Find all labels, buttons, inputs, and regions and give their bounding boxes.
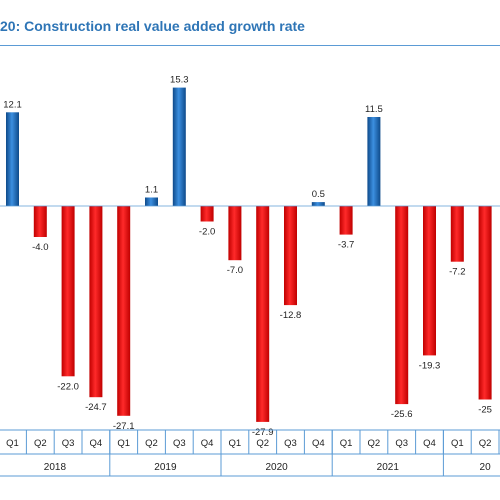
bar-0 [6,112,19,206]
bar-16 [450,206,464,262]
quarter-label-9: Q2 [256,438,269,449]
quarter-label-8: Q1 [229,438,242,449]
bar-17 [478,206,492,400]
bar-4 [117,206,131,416]
value-label-2: -22.0 [57,381,79,392]
quarter-label-0: Q1 [6,438,19,449]
value-label-13: 11.5 [365,104,383,115]
quarter-label-10: Q3 [284,438,297,449]
value-label-7: -2.0 [199,227,215,238]
value-label-5: 1.1 [145,185,158,196]
bar-2 [61,206,75,377]
bar-12 [339,206,353,235]
value-label-15: -19.3 [419,360,441,371]
quarter-label-5: Q2 [145,438,158,449]
value-label-0: 12.1 [3,99,22,110]
value-label-14: -25.6 [391,409,413,420]
value-label-17: -25 [478,405,492,416]
bar-7 [200,206,214,222]
quarter-label-11: Q4 [312,438,325,449]
bars-layer [6,87,492,422]
category-axis: Q1Q2Q3Q4Q1Q2Q3Q4Q1Q2Q3Q4Q1Q2Q3Q4Q1Q2Q320… [0,205,500,477]
value-label-11: 0.5 [312,189,325,200]
bar-6 [172,87,186,206]
quarter-label-15: Q4 [423,438,436,449]
bar-10 [284,206,297,306]
quarter-label-14: Q3 [395,438,408,449]
value-label-8: -7.0 [227,265,243,276]
value-label-12: -3.7 [338,240,354,251]
quarter-label-4: Q1 [117,438,130,449]
chart-title: 20: Construction real value added growth… [0,18,305,34]
quarter-label-7: Q4 [201,438,214,449]
quarter-label-1: Q2 [34,438,47,449]
quarter-label-2: Q3 [62,438,75,449]
bar-9 [256,206,270,422]
quarter-label-12: Q1 [340,438,353,449]
value-label-3: -24.7 [85,402,107,413]
value-label-6: 15.3 [170,75,189,86]
bar-14 [395,206,409,405]
year-label-2018: 2018 [44,462,67,473]
bar-1 [33,206,47,237]
value-label-16: -7.2 [449,267,465,278]
value-label-10: -12.8 [280,310,302,321]
quarter-label-16: Q1 [451,438,464,449]
year-label-2020: 2020 [265,462,288,473]
bar-11 [311,202,325,206]
year-label-2019: 2019 [154,462,177,473]
bar-5 [145,197,158,206]
bar-3 [89,206,103,398]
quarter-label-6: Q3 [173,438,186,449]
value-labels-layer: 12.1 -4.0 -22.0 -24.7 -27.1 1.1 15.3 -2.0 -7.0 -2… [3,75,492,438]
value-label-9: -27.9 [252,427,274,438]
bar-13 [367,117,381,206]
bar-8 [228,206,242,261]
chart-frame-top-line [0,45,500,46]
value-label-4: -27.1 [113,421,135,432]
quarter-label-13: Q2 [368,438,381,449]
year-label-20: 20 [480,462,492,473]
quarter-label-17: Q2 [479,438,492,449]
bar-15 [423,206,436,356]
quarter-label-3: Q4 [90,438,103,449]
year-label-2021: 2021 [377,462,400,473]
value-label-1: -4.0 [32,242,48,253]
